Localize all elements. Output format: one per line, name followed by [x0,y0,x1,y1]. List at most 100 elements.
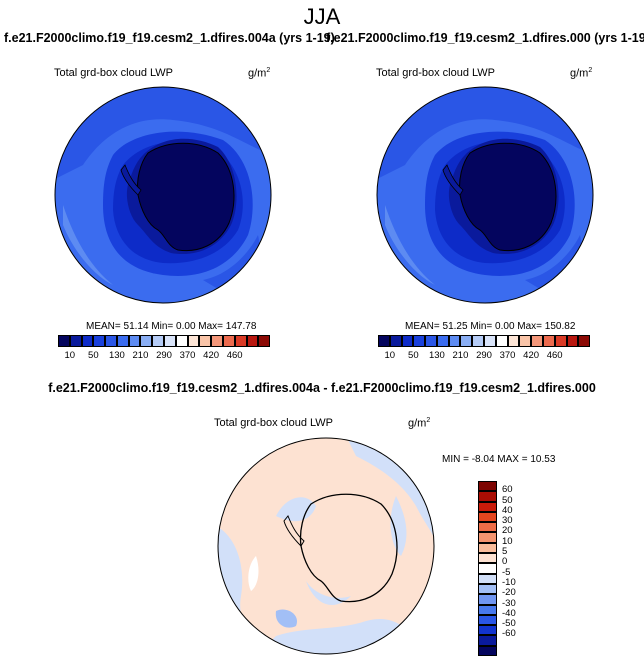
colorbar-tick-label: 130 [108,350,125,361]
colorbar-cell [554,335,567,347]
colorbar-tick-label: 290 [156,350,172,361]
colorbar-cell [519,335,532,347]
colorbar-tick-label: 10 [64,350,76,361]
colorbar-tick-label: 10 [384,350,396,361]
colorbar-tick-label: 20 [502,525,513,537]
right-units: g/m2 [570,67,593,80]
colorbar-tick-label: -50 [502,618,516,630]
colorbar-cell [164,335,176,347]
right-case-title: f.e21.F2000climo.f19_f19.cesm2_1.dfires.… [326,31,644,45]
colorbar-cell [413,335,426,347]
colorbar-tick-label: 60 [502,484,513,496]
right-var-label: Total grd-box cloud LWP [376,67,496,79]
colorbar-cell [478,532,497,543]
diff-stats: MIN = -8.04 MAX = 10.53 [442,454,556,465]
colorbar-cell [460,335,473,347]
colorbar-cell [478,625,497,636]
colorbar-cell [478,635,497,646]
colorbar-cell [507,335,520,347]
colorbar-tick-label: 40 [502,504,513,516]
colorbar-tick-label: 50 [88,350,99,361]
colorbar-cell [69,335,82,347]
colorbar-tick-label: 0 [502,556,508,568]
colorbar-cell [478,563,497,574]
colorbar-cell [175,335,188,347]
colorbar-tick-label: 370 [499,350,516,361]
colorbar-tick-label: -10 [502,576,516,588]
colorbar-cell [472,335,485,347]
colorbar-tick-label: -60 [502,628,516,640]
colorbar-cell [478,542,497,554]
colorbar-tick-label: -5 [502,566,511,578]
colorbar-tick-label: 50 [502,494,513,506]
colorbar-cell [199,335,212,347]
colorbar-tick-label: -20 [502,587,516,599]
colorbar-tick-label: 30 [502,515,513,527]
left-units: g/m2 [248,67,271,80]
left-polar-map [54,86,272,304]
diff-polar-map [217,437,435,655]
colorbar-cell [448,335,461,347]
left-stats: MEAN= 51.14 Min= 0.00 Max= 147.78 [86,321,257,332]
colorbar-cell [58,335,70,347]
colorbar-cell [81,335,94,347]
left-colorbar [58,335,271,347]
colorbar-cell [578,335,591,347]
colorbar-cell [478,583,497,595]
colorbar-cell [105,335,117,347]
diff-title: f.e21.F2000climo.f19_f19.cesm2_1.dfires.… [48,381,596,395]
colorbar-cell [401,335,414,347]
left-var-label: Total grd-box cloud LWP [54,67,174,79]
colorbar-cell [478,573,497,584]
main-title: JJA [303,4,341,29]
colorbar-cell [531,335,543,347]
colorbar-tick-label: 210 [132,350,149,361]
colorbar-tick-label: -40 [502,607,516,619]
colorbar-cell [478,614,497,626]
colorbar-cell [258,335,271,347]
colorbar-cell [542,335,555,347]
colorbar-tick-label: 420 [203,350,220,361]
colorbar-cell [389,335,402,347]
colorbar-cell [478,481,497,492]
colorbar-tick-label: 10 [502,535,513,547]
colorbar-cell [478,501,497,512]
right-stats: MEAN= 51.25 Min= 0.00 Max= 150.82 [405,321,576,332]
colorbar-cell [566,335,579,347]
colorbar-tick-label: -30 [502,597,516,609]
diff-units: g/m2 [408,417,431,430]
colorbar-cell [140,335,153,347]
colorbar-cell [116,335,129,347]
colorbar-cell [152,335,165,347]
colorbar-tick-label: 420 [523,350,540,361]
left-case-title: f.e21.F2000climo.f19_f19.cesm2_1.dfires.… [4,31,335,45]
colorbar-cell [478,553,497,564]
colorbar-cell [222,335,235,347]
colorbar-cell [478,511,497,523]
colorbar-cell [495,335,508,347]
colorbar-cell [93,335,106,347]
colorbar-cell [478,594,497,605]
right-colorbar [378,335,591,347]
colorbar-cell [478,491,497,502]
colorbar-cell [246,335,259,347]
colorbar-cell [436,335,449,347]
colorbar-cell [211,335,223,347]
colorbar-cell [478,645,497,656]
colorbar-tick-label: 130 [428,350,445,361]
colorbar-cell [234,335,247,347]
diff-var-label: Total grd-box cloud LWP [214,417,334,429]
colorbar-tick-label: 5 [502,546,508,558]
colorbar-cell [425,335,437,347]
colorbar-tick-label: 460 [546,350,563,361]
colorbar-tick-label: 50 [408,350,419,361]
colorbar-cell [378,335,390,347]
colorbar-tick-label: 290 [476,350,492,361]
colorbar-cell [484,335,496,347]
colorbar-cell [478,604,497,615]
colorbar-tick-label: 460 [226,350,243,361]
colorbar-tick-label: 370 [179,350,196,361]
colorbar-cell [187,335,200,347]
colorbar-cell [478,522,497,533]
right-polar-map [376,86,594,304]
